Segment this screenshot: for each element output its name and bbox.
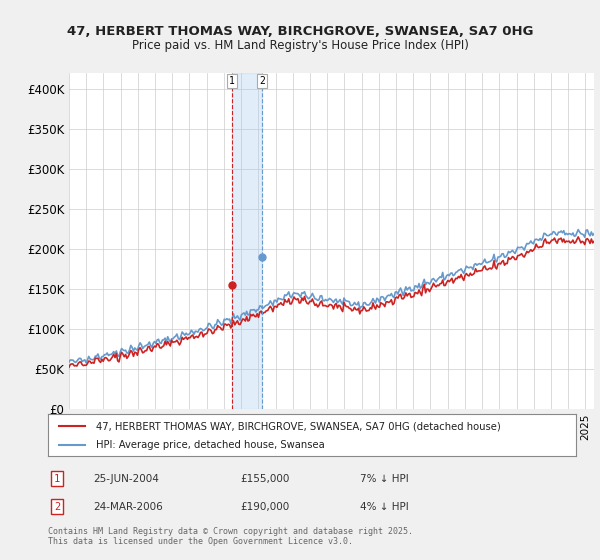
Text: £155,000: £155,000 xyxy=(240,474,289,484)
Text: 7% ↓ HPI: 7% ↓ HPI xyxy=(360,474,409,484)
Text: 2: 2 xyxy=(54,502,60,512)
Text: 1: 1 xyxy=(54,474,60,484)
Text: Contains HM Land Registry data © Crown copyright and database right 2025.
This d: Contains HM Land Registry data © Crown c… xyxy=(48,526,413,546)
Text: 47, HERBERT THOMAS WAY, BIRCHGROVE, SWANSEA, SA7 0HG: 47, HERBERT THOMAS WAY, BIRCHGROVE, SWAN… xyxy=(67,25,533,38)
Text: 25-JUN-2004: 25-JUN-2004 xyxy=(93,474,159,484)
Text: 2: 2 xyxy=(259,76,265,86)
Bar xyxy=(232,73,262,409)
Text: 4% ↓ HPI: 4% ↓ HPI xyxy=(360,502,409,512)
Text: 47, HERBERT THOMAS WAY, BIRCHGROVE, SWANSEA, SA7 0HG (detached house): 47, HERBERT THOMAS WAY, BIRCHGROVE, SWAN… xyxy=(95,421,500,431)
Text: 1: 1 xyxy=(229,76,235,86)
Text: HPI: Average price, detached house, Swansea: HPI: Average price, detached house, Swan… xyxy=(95,440,324,450)
Text: £190,000: £190,000 xyxy=(240,502,289,512)
Text: 24-MAR-2006: 24-MAR-2006 xyxy=(93,502,163,512)
Text: Price paid vs. HM Land Registry's House Price Index (HPI): Price paid vs. HM Land Registry's House … xyxy=(131,39,469,52)
